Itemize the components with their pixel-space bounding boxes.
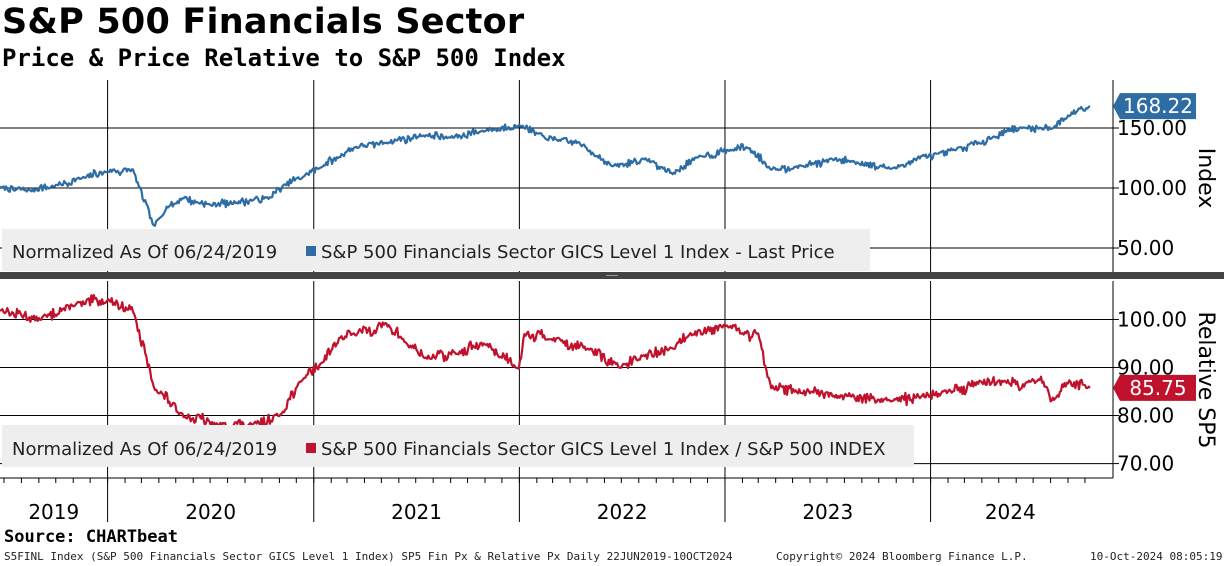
series-layer	[0, 105, 1091, 433]
x-tick-label-2019: 2019	[28, 500, 79, 524]
chart-subtitle: Price & Price Relative to S&P 500 Index	[2, 44, 566, 72]
x-tick-label-2022: 2022	[597, 500, 648, 524]
top-legend: Normalized As Of 06/24/2019 S&P 500 Fina…	[2, 229, 870, 271]
bottom-legend-box	[2, 425, 914, 467]
last-value-layer: 168.22 85.75	[1113, 93, 1196, 401]
x-tick-label-2023: 2023	[802, 500, 853, 524]
bottom-last-value-label: 85.75	[1129, 376, 1186, 400]
top-legend-normalized-text: Normalized As Of 06/24/2019	[12, 242, 277, 263]
chart-title: S&P 500 Financials Sector	[2, 2, 525, 42]
source-note: Source: CHARTbeat	[4, 527, 178, 547]
bottom-legend-swatch	[306, 443, 316, 453]
bottom-last-value-flag	[1113, 374, 1196, 401]
bottom-y-tick-label: 100.00	[1117, 307, 1187, 331]
bottom-y-axis-title: Relative SP5	[1193, 312, 1218, 449]
top-last-value-label: 168.22	[1123, 94, 1193, 118]
x-tick-label-2021: 2021	[391, 500, 442, 524]
top-y-tick-label: 150.00	[1117, 116, 1187, 140]
bottom-series-line	[0, 293, 1091, 433]
top-legend-swatch	[306, 246, 316, 256]
top-legend-box	[2, 229, 870, 271]
top-series-line	[0, 105, 1091, 227]
footer-timestamp: 10-Oct-2024 08:05:19	[1090, 550, 1223, 563]
bottom-legend-series-label: S&P 500 Financials Sector GICS Level 1 I…	[321, 439, 886, 460]
footer-description: S5FINL Index (S&P 500 Financials Sector …	[4, 550, 733, 563]
bottom-y-tick-label: 70.00	[1117, 452, 1174, 476]
top-last-value-flag	[1113, 93, 1196, 120]
bottom-legend-normalized-text: Normalized As Of 06/24/2019	[12, 439, 277, 460]
top-legend-series-label: S&P 500 Financials Sector GICS Level 1 I…	[321, 242, 835, 263]
bottom-y-tick-label: 80.00	[1117, 404, 1174, 428]
bottom-legend: Normalized As Of 06/24/2019 S&P 500 Fina…	[2, 425, 914, 467]
top-y-axis-title: Index	[1193, 148, 1218, 209]
footer-copyright: Copyright© 2024 Bloomberg Finance L.P.	[776, 550, 1028, 563]
x-tick-label-2024: 2024	[985, 500, 1036, 524]
top-y-tick-label: 50.00	[1117, 236, 1174, 260]
x-axis-layer: 2019 2020 2021 2022 2023 2024	[3, 478, 1086, 524]
x-tick-label-2020: 2020	[185, 500, 236, 524]
top-y-tick-label: 100.00	[1117, 176, 1187, 200]
